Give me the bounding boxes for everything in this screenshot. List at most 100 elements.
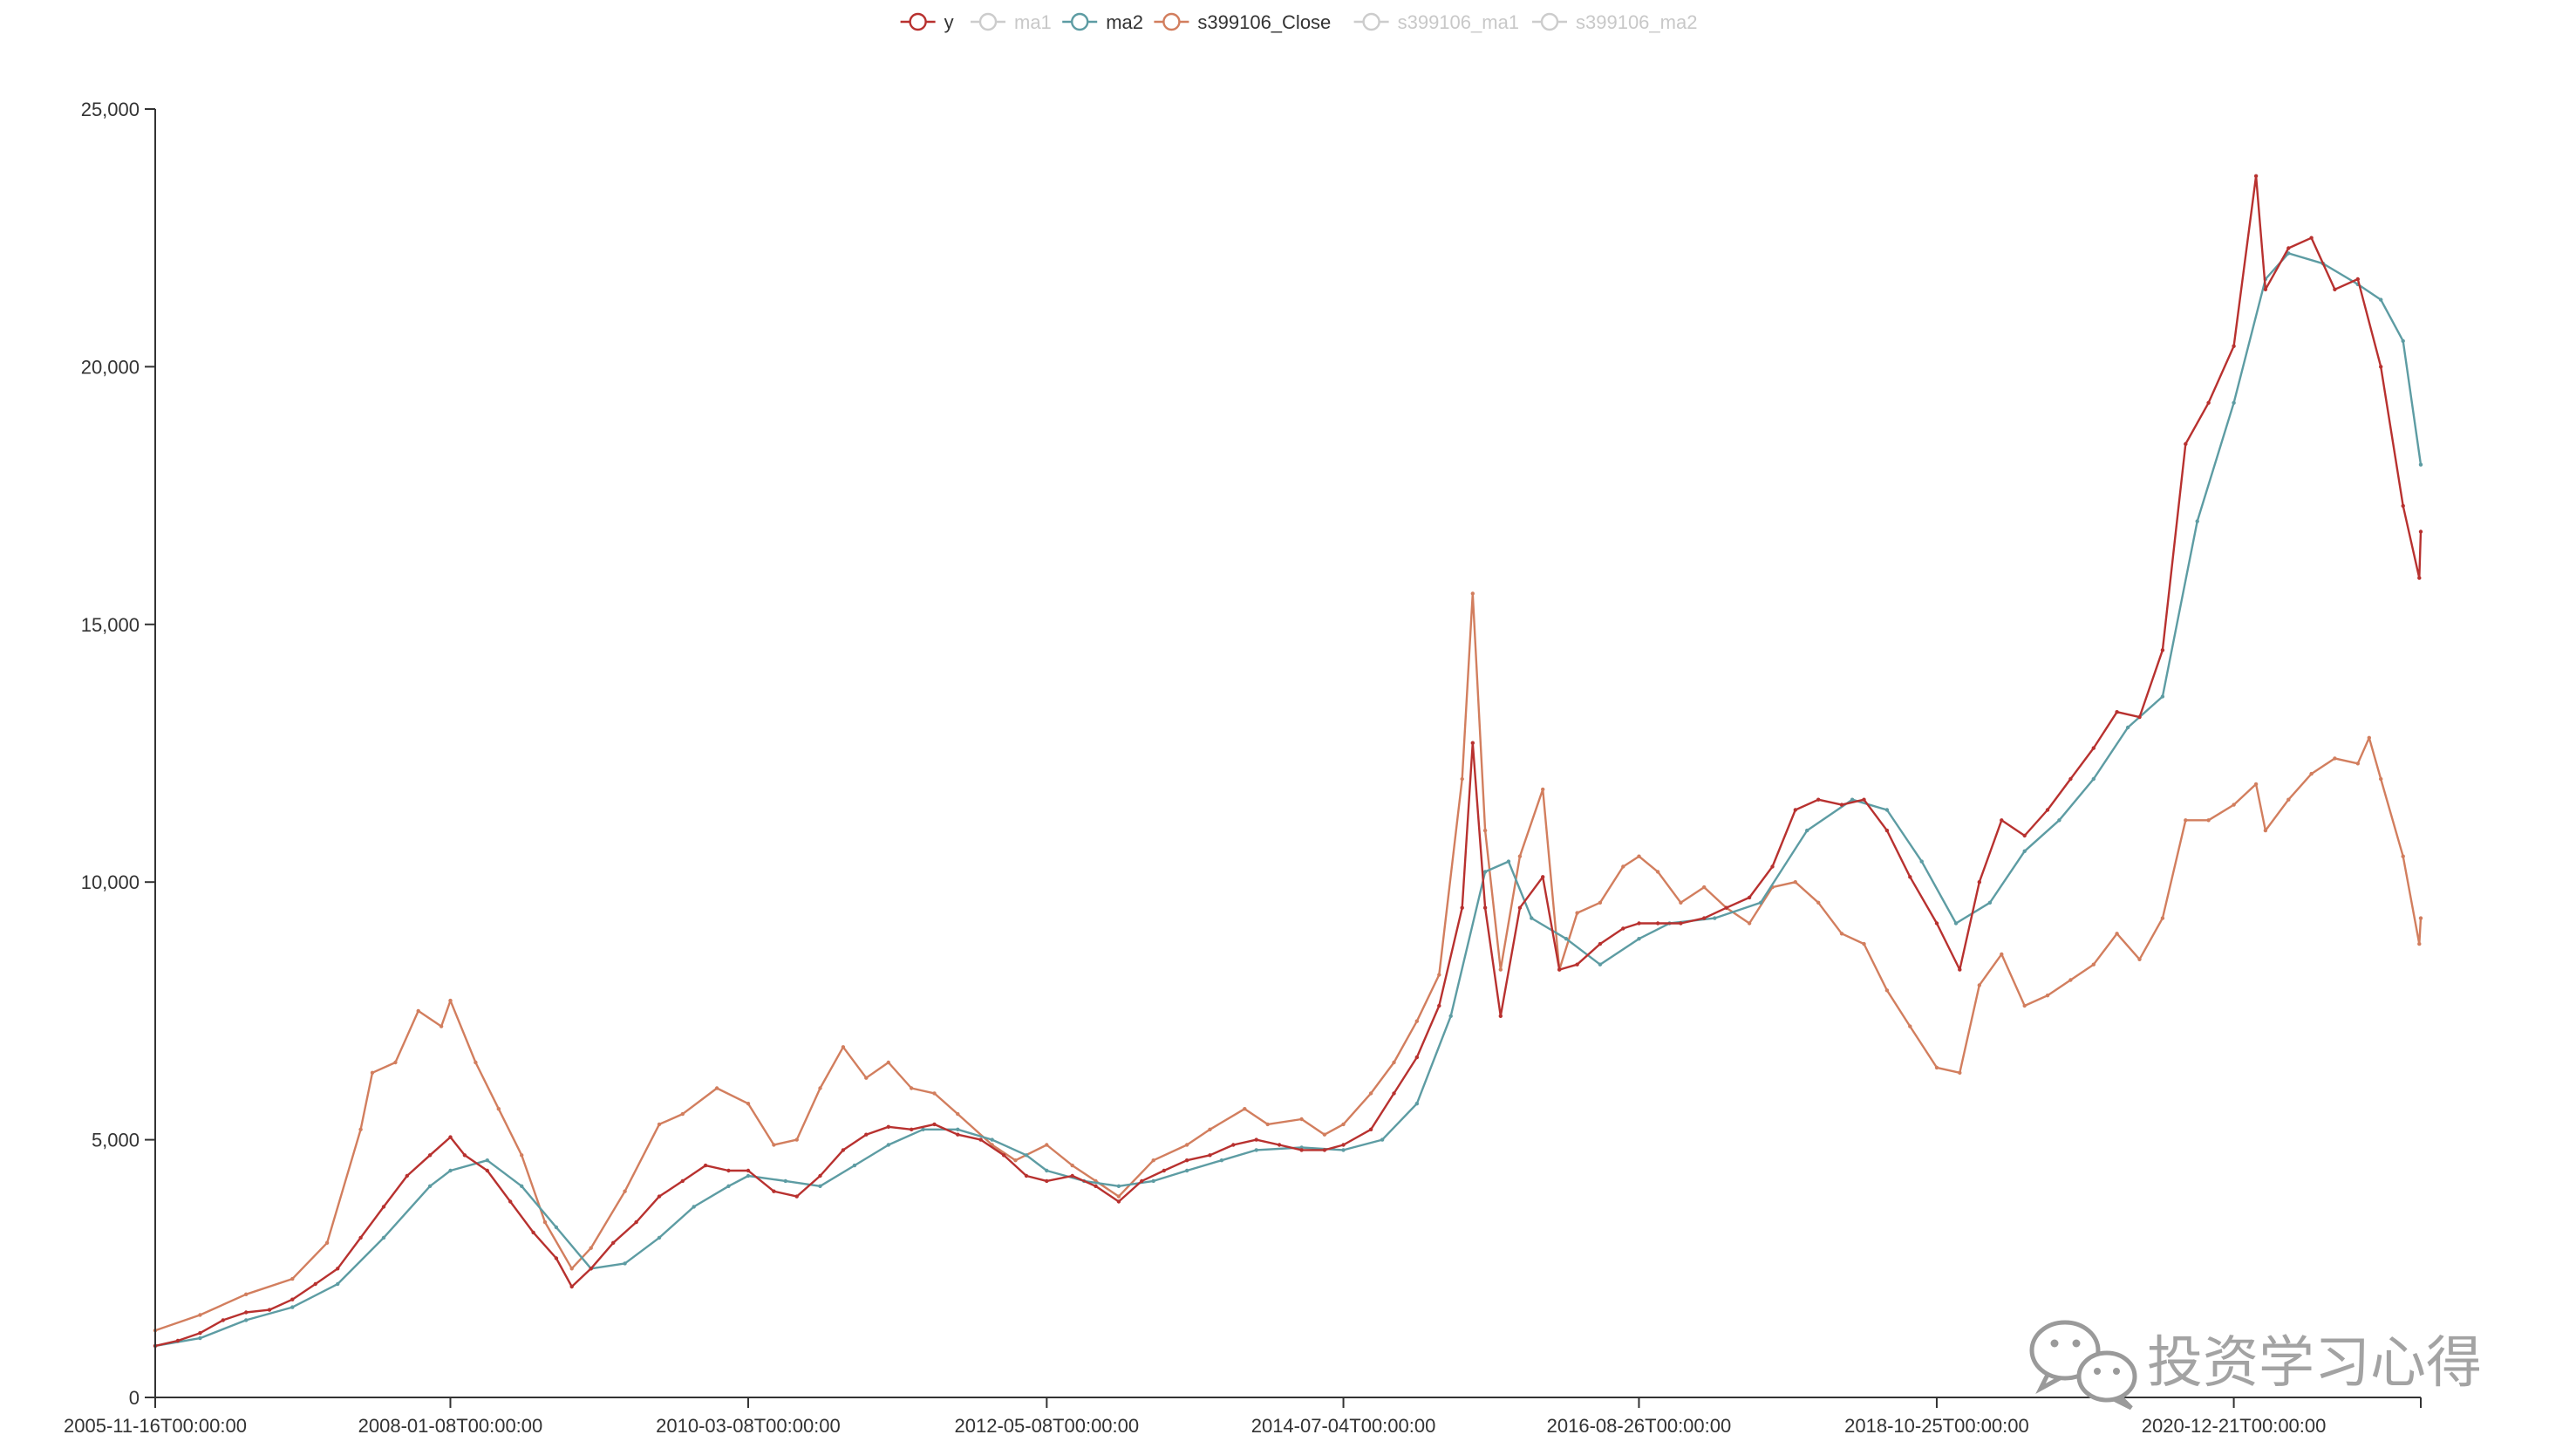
- data-point: [1517, 854, 1523, 858]
- data-point: [2379, 365, 2383, 369]
- data-point: [1184, 1168, 1189, 1173]
- data-point: [1219, 1158, 1224, 1163]
- data-point: [1793, 880, 1797, 885]
- legend-item-ma2[interactable]: ma2: [1062, 11, 1143, 33]
- data-point: [2401, 503, 2405, 509]
- data-point: [427, 1153, 433, 1158]
- data-point: [841, 1045, 846, 1049]
- data-point: [1437, 973, 1441, 977]
- watermark-text: 投资学习心得: [2147, 1331, 2482, 1394]
- data-point: [1116, 1184, 1121, 1189]
- data-point: [932, 1122, 937, 1127]
- data-point: [794, 1137, 799, 1142]
- data-point: [1277, 1143, 1282, 1147]
- data-point: [1702, 916, 1707, 920]
- data-point: [2125, 725, 2130, 730]
- data-point: [554, 1256, 559, 1260]
- data-point: [1299, 1117, 1304, 1122]
- data-point: [1414, 1019, 1420, 1023]
- data-point: [1482, 828, 1488, 833]
- data-point: [267, 1308, 272, 1312]
- data-point: [290, 1297, 295, 1301]
- data-point: [1702, 885, 1707, 890]
- x-tick-label: 2010-03-08T00:00:00: [656, 1415, 841, 1437]
- data-point: [531, 1230, 535, 1235]
- legend-item-s399106-close[interactable]: s399106_Close: [1154, 11, 1331, 33]
- data-point: [910, 1127, 914, 1132]
- x-tick-label: 2020-12-21T00:00:00: [2142, 1415, 2327, 1437]
- data-point: [2045, 994, 2050, 998]
- data-point: [1770, 864, 1775, 869]
- data-point: [1977, 983, 1981, 987]
- data-point: [1637, 921, 1641, 926]
- data-point: [427, 1184, 433, 1189]
- legend[interactable]: y ma1 ma2 s399106_Close s399106_ma1 s399106_m…: [900, 11, 1698, 33]
- legend-label: s399106_ma1: [1398, 11, 1519, 33]
- data-point: [864, 1132, 869, 1137]
- data-point: [198, 1313, 202, 1317]
- data-point: [818, 1184, 822, 1189]
- x-tick-label: 2005-11-16T00:00:00: [64, 1415, 247, 1437]
- data-point: [1977, 880, 1981, 885]
- data-point: [1919, 859, 1924, 864]
- data-point: [1024, 1153, 1029, 1158]
- data-point: [956, 1132, 960, 1137]
- data-point: [1655, 921, 1660, 926]
- data-point: [2000, 952, 2004, 957]
- data-point: [1724, 905, 1728, 910]
- data-point: [2137, 714, 2142, 720]
- data-point: [448, 1135, 453, 1139]
- data-point: [2091, 962, 2096, 967]
- data-point: [1953, 921, 1959, 926]
- data-point: [1151, 1178, 1155, 1184]
- data-point: [2232, 803, 2236, 807]
- data-point: [1805, 828, 1809, 833]
- data-point: [198, 1331, 202, 1335]
- data-point: [358, 1235, 363, 1240]
- data-point: [1498, 1014, 1503, 1019]
- data-point: [1575, 911, 1579, 915]
- data-point: [2253, 782, 2259, 787]
- data-point: [554, 1225, 559, 1230]
- data-point: [2333, 287, 2337, 291]
- data-point: [1299, 1148, 1304, 1152]
- data-point: [244, 1292, 249, 1297]
- legend-item-ma1[interactable]: ma1: [971, 11, 1052, 33]
- legend-item-y[interactable]: y: [900, 11, 954, 33]
- x-tick-label: 2016-08-26T00:00:00: [1547, 1415, 1732, 1437]
- data-point: [1070, 1173, 1074, 1178]
- series-ma2: [153, 251, 2423, 1349]
- data-point: [746, 1173, 751, 1178]
- data-point: [2417, 576, 2422, 580]
- data-point: [1934, 921, 1939, 926]
- data-point: [1380, 1137, 1385, 1142]
- data-point: [2379, 776, 2383, 782]
- data-point: [1908, 875, 1912, 879]
- y-tick-label: 10,000: [81, 871, 140, 893]
- data-point: [818, 1086, 822, 1090]
- legend-item-s399106-ma1[interactable]: s399106_ma1: [1353, 11, 1519, 33]
- data-point: [1231, 1143, 1236, 1147]
- data-point: [1541, 875, 1545, 879]
- data-point: [520, 1153, 524, 1158]
- data-point: [1437, 1003, 1441, 1008]
- data-point: [1816, 797, 1821, 802]
- x-tick-label: 2014-07-04T00:00:00: [1251, 1415, 1436, 1437]
- legend-item-s399106-ma2[interactable]: s399106_ma2: [1532, 11, 1697, 33]
- series-line-ma2: [154, 252, 2423, 1348]
- x-ticks: 2005-11-16T00:00:00 2008-01-08T00:00:00 20…: [64, 1397, 2422, 1437]
- data-point: [198, 1335, 202, 1341]
- data-point: [1564, 937, 1569, 941]
- data-point: [1243, 1107, 1247, 1111]
- data-point: [657, 1194, 662, 1199]
- data-point: [2091, 746, 2096, 750]
- data-point: [1392, 1091, 1396, 1096]
- legend-label: s399106_ma2: [1576, 11, 1697, 33]
- data-point: [1482, 905, 1488, 910]
- data-point: [1530, 916, 1534, 920]
- data-point: [2022, 1003, 2027, 1008]
- data-point: [657, 1122, 662, 1127]
- data-point: [1116, 1199, 1121, 1204]
- data-point: [2000, 818, 2004, 823]
